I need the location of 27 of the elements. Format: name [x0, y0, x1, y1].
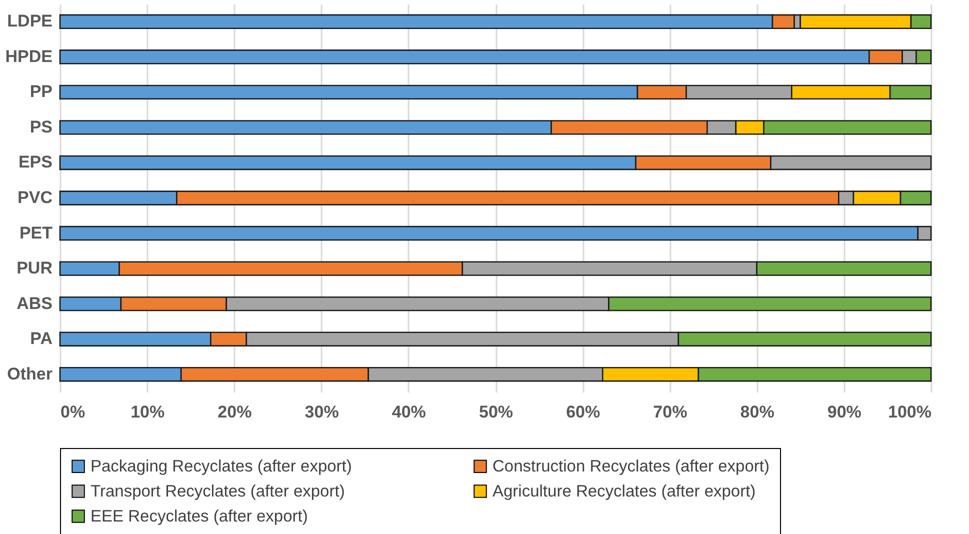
x-tick-label: 100% — [888, 402, 932, 422]
x-tick-label: 60% — [566, 402, 600, 422]
x-tick-label: 80% — [740, 402, 774, 422]
x-tick-label: 90% — [827, 402, 862, 422]
y-tick-label: LDPE — [7, 12, 52, 31]
legend-label: EEE Recyclates (after export) — [90, 507, 308, 526]
legend-label: Agriculture Recyclates (after export) — [492, 482, 756, 500]
x-tick-label: 0% — [60, 402, 86, 422]
y-tick-label: PA — [30, 329, 52, 348]
x-tick-label: 30% — [304, 402, 339, 422]
legend-label: Transport Recyclates (after export) — [90, 482, 345, 500]
x-tick-label: 40% — [392, 402, 426, 422]
y-tick-label: PET — [19, 223, 54, 242]
y-tick-label: ABS — [16, 294, 52, 313]
y-tick-label: PP — [30, 82, 52, 102]
legend-label: Packaging Recyclates (after export) — [90, 457, 352, 476]
y-tick-label: PVC — [18, 188, 52, 207]
y-tick-label: PUR — [16, 258, 52, 278]
x-tick-label: 70% — [653, 402, 688, 422]
x-tick-label: 20% — [218, 402, 252, 422]
x-tick-label: 50% — [478, 402, 514, 422]
y-tick-label: Other — [7, 364, 53, 384]
y-tick-label: HPDE — [5, 46, 52, 66]
legend-label: Construction Recyclates (after export) — [492, 457, 770, 476]
y-tick-label: EPS — [18, 152, 52, 172]
x-tick-label: 10% — [130, 402, 165, 422]
y-tick-label: PS — [30, 117, 52, 136]
